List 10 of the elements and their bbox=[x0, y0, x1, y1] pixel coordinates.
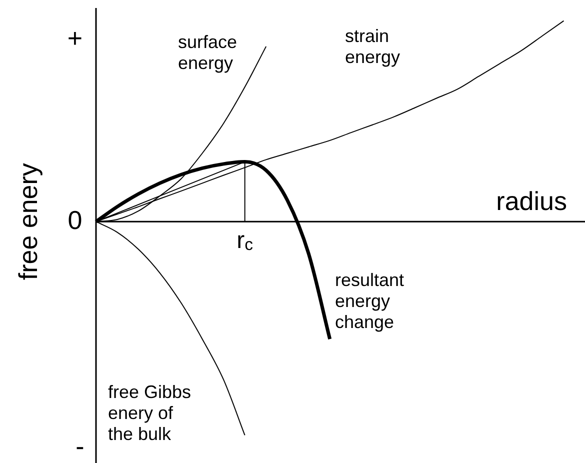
series-label: surface energy bbox=[178, 32, 238, 73]
annotation: rc bbox=[236, 227, 254, 254]
text: + bbox=[67, 23, 83, 54]
text: - bbox=[76, 431, 84, 462]
series-label: free Gibbs enery of the bulk bbox=[108, 382, 192, 444]
x-axis-title: radius bbox=[496, 186, 567, 216]
text: 0 bbox=[68, 205, 82, 236]
text: strain energy bbox=[345, 26, 400, 67]
series-label: resultant energy change bbox=[335, 270, 404, 332]
y-axis-title: free enery bbox=[13, 163, 44, 280]
